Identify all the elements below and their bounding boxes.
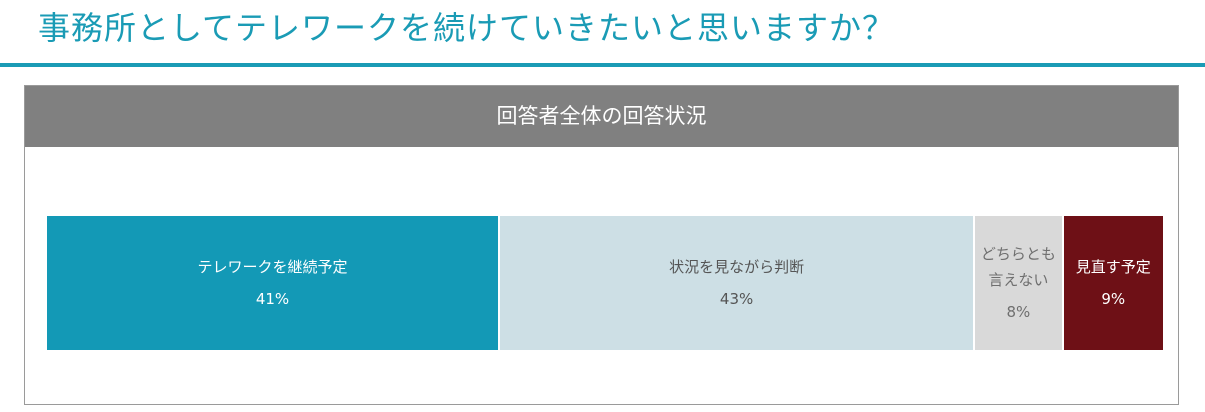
stacked-bar-chart: テレワークを継続予定 41% 状況を見ながら判断 43% どちらとも 言えない 8% 見直す…	[47, 216, 1163, 350]
segment-value-label: 43%	[719, 290, 754, 308]
page-title: 事務所としてテレワークを続けていきたいと思いますか？	[38, 9, 896, 47]
segment-label: 見直す予定	[1075, 258, 1151, 276]
segment-value-label: 9%	[1101, 290, 1126, 308]
title-underline	[0, 63, 1205, 67]
segment-judge-by-situation: 状況を見ながら判断 43%	[500, 216, 976, 350]
chart-title: 回答者全体の回答状況	[25, 86, 1178, 147]
segment-undecided: どちらとも 言えない 8%	[975, 216, 1064, 350]
segment-value-label: 41%	[255, 290, 290, 308]
segment-value-label: 8%	[1006, 303, 1031, 321]
segment-label: どちらとも 言えない	[980, 245, 1056, 289]
segment-label: 状況を見ながら判断	[669, 258, 805, 276]
segment-review-planned: 見直す予定 9%	[1063, 216, 1163, 350]
segment-continue-telework: テレワークを継続予定 41%	[47, 216, 501, 350]
segment-label: テレワークを継続予定	[197, 258, 348, 276]
chart-panel: 回答者全体の回答状況 テレワークを継続予定 41% 状況を見ながら判断 43% どちらと…	[24, 85, 1179, 405]
